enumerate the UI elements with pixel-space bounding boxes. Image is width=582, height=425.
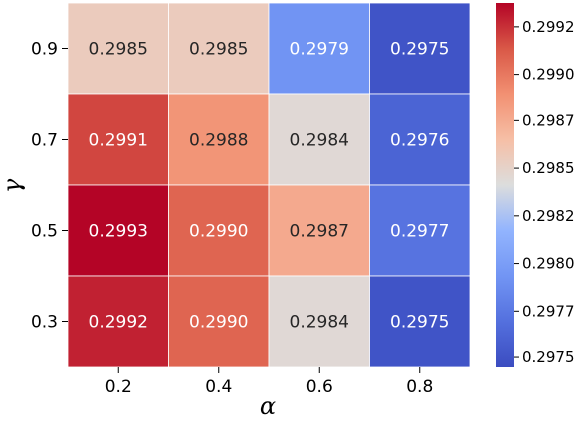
colorbar-tick-label: 0.2985 [522, 159, 575, 177]
heatmap-cell [67, 275, 169, 368]
cell-value-label: 0.2976 [390, 131, 449, 151]
heatmap-cell [369, 93, 471, 186]
cell-value-label: 0.2985 [89, 40, 148, 60]
y-tick-label: 0.9 [31, 40, 58, 60]
heatmap-cells: 0.2985 0.2985 0.2979 0.2975 0.2991 0.2988 0.29… [67, 2, 471, 368]
colorbar-tick-label: 0.2987 [522, 111, 575, 129]
heatmap-cell [168, 93, 270, 186]
cell-value-label: 0.2990 [189, 313, 248, 333]
heatmap-cell [268, 2, 370, 95]
x-tick-label: 0.2 [105, 377, 132, 397]
cell-value-label: 0.2991 [89, 131, 148, 151]
x-tick-label: 0.4 [205, 377, 232, 397]
heatmap-cell [168, 2, 270, 95]
cell-value-label: 0.2977 [390, 222, 449, 242]
y-tick-label: 0.5 [31, 222, 58, 242]
heatmap-cell [67, 93, 169, 186]
heatmap-cell [369, 184, 471, 277]
y-axis-ticks: 0.9 0.7 0.5 0.3 [31, 40, 68, 333]
colorbar-tick-label: 0.2980 [522, 255, 575, 273]
colorbar-tick-label: 0.2977 [522, 302, 575, 320]
y-tick-label: 0.7 [31, 131, 58, 151]
cell-value-label: 0.2992 [89, 313, 148, 333]
colorbar-tick-label: 0.2990 [522, 66, 575, 84]
cell-value-label: 0.2975 [390, 313, 449, 333]
colorbar [496, 3, 514, 367]
x-tick-label: 0.6 [306, 377, 333, 397]
heatmap-cell [369, 275, 471, 368]
heatmap-cell [268, 275, 370, 368]
cell-value-label: 0.2975 [390, 40, 449, 60]
cell-value-label: 0.2985 [189, 40, 248, 60]
cell-value-label: 0.2993 [89, 222, 148, 242]
heatmap-cell [369, 2, 471, 95]
y-tick-label: 0.3 [31, 313, 58, 333]
colorbar-tick-label: 0.2975 [522, 348, 575, 366]
heatmap-cell [67, 2, 169, 95]
colorbar-tick-label: 0.2992 [522, 18, 575, 36]
cell-value-label: 0.2984 [290, 131, 349, 151]
colorbar-tick-label: 0.2982 [522, 207, 575, 225]
x-tick-label: 0.8 [406, 377, 433, 397]
x-axis-title: α [260, 392, 276, 420]
cell-value-label: 0.2988 [189, 131, 248, 151]
cell-value-label: 0.2990 [189, 222, 248, 242]
heatmap-cell [168, 184, 270, 277]
cell-value-label: 0.2987 [290, 222, 349, 242]
x-axis-ticks: 0.2 0.4 0.6 0.8 [105, 367, 433, 397]
colorbar-ticks: 0.2975 0.2977 0.2980 0.2982 0.2985 0.2987 0.29… [514, 18, 575, 366]
y-axis-title: γ [0, 178, 26, 193]
cell-value-label: 0.2979 [290, 40, 349, 60]
cell-value-label: 0.2984 [290, 313, 349, 333]
heatmap-cell [168, 275, 270, 368]
